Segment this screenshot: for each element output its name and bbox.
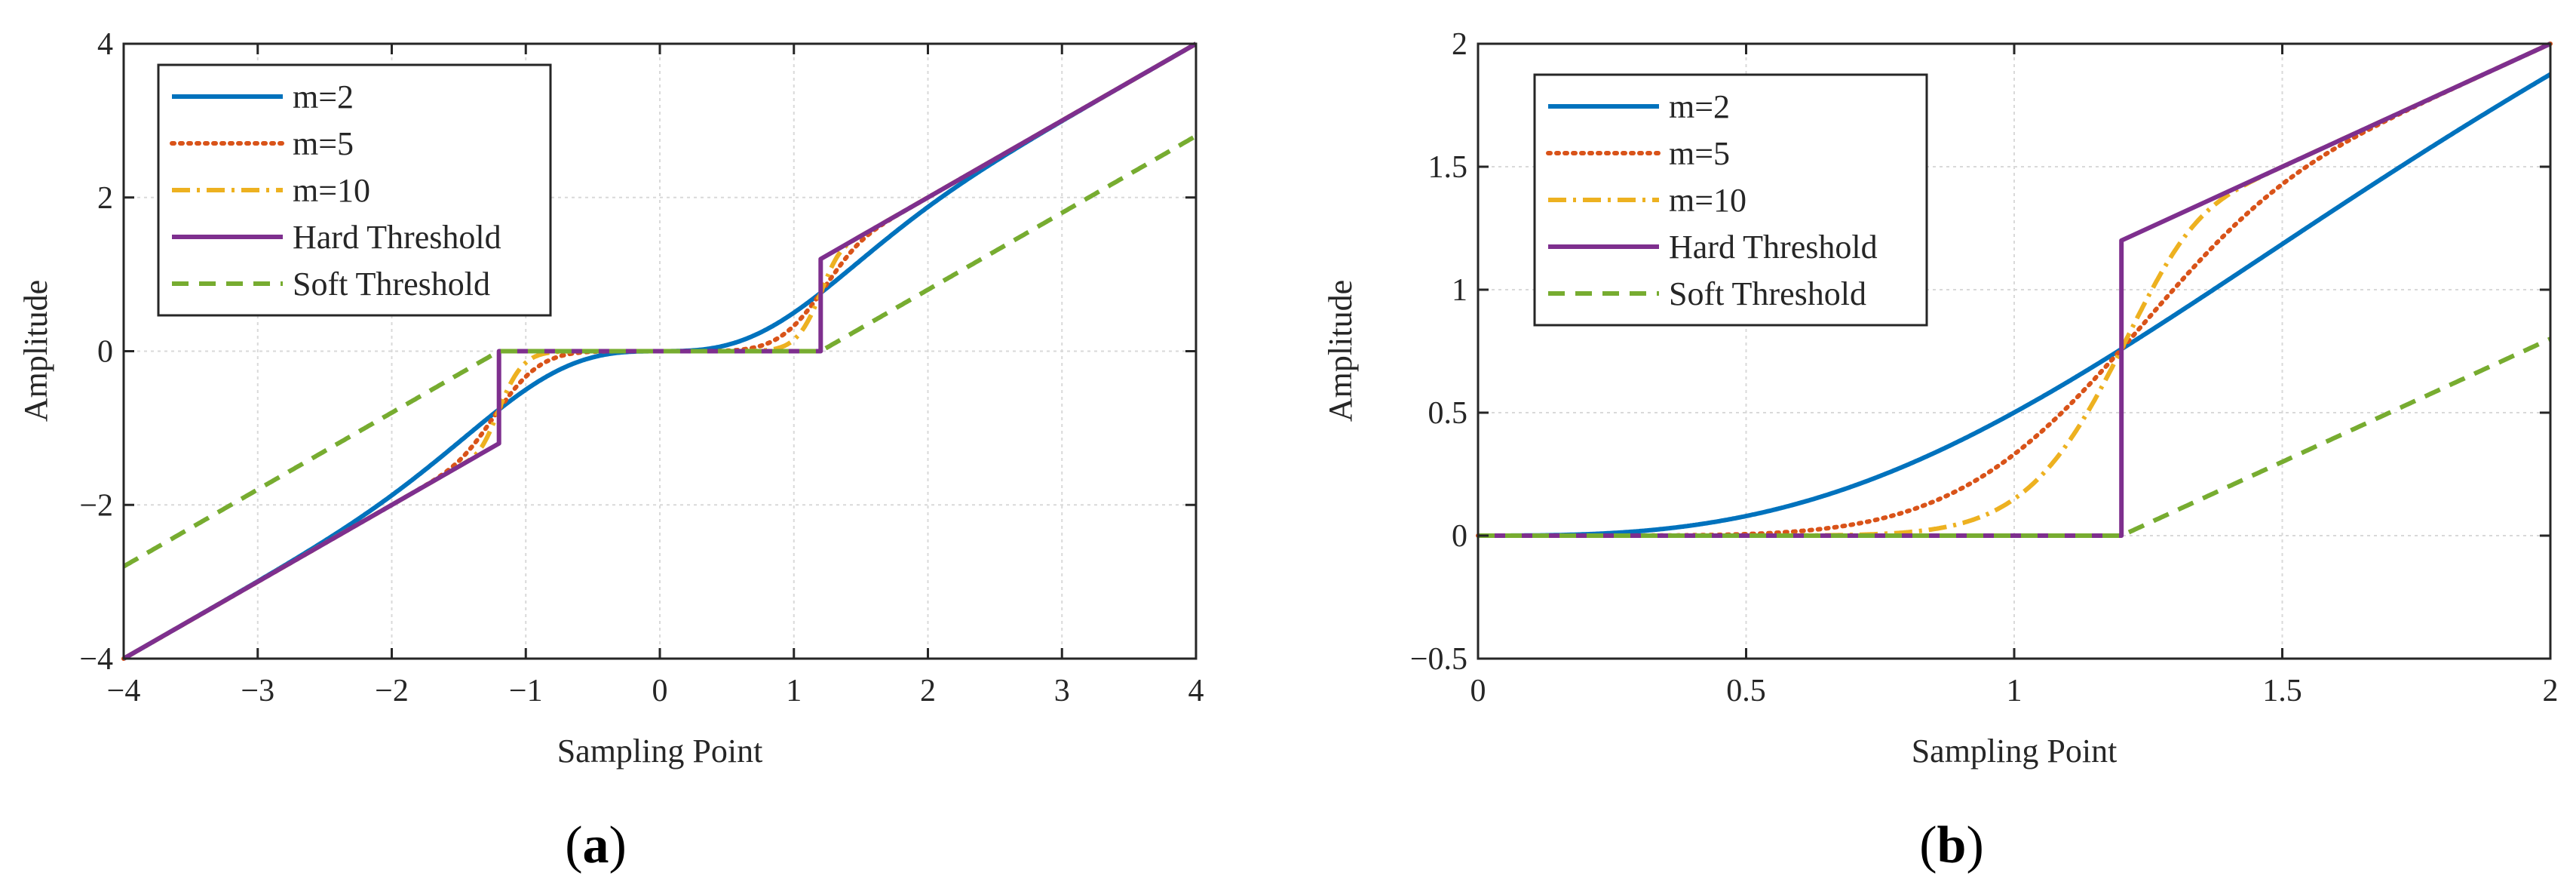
- y-tick-label: 0: [1452, 519, 1467, 554]
- ticks-b: 0 0.5 1 1.5 2−0.500.511.52: [1410, 27, 2559, 708]
- y-tick-label: −2: [79, 488, 113, 523]
- y-tick-label: 0.5: [1428, 396, 1468, 431]
- x-tick-label: 0: [652, 674, 668, 708]
- x-tick-label: −2: [375, 674, 409, 708]
- legend-b: m=2 m=5 m=10 Hard Threshold Soft Threshold: [1533, 73, 1928, 327]
- y-tick-label: 2: [97, 181, 113, 216]
- y-axis-label-b: Amplitude: [1322, 280, 1359, 422]
- series-line-soft-threshold: [1477, 336, 2552, 538]
- legend-label-a: Hard Threshold: [293, 219, 501, 256]
- panel-label-a: (a): [565, 816, 627, 874]
- series-line-m-2: [1477, 72, 2552, 538]
- legend-a: m=2 m=5 m=10 Hard Threshold Soft Threshold: [157, 63, 552, 317]
- y-tick-label: 1.5: [1428, 150, 1468, 185]
- x-tick-label: 1: [786, 674, 802, 708]
- x-tick-label: 1: [2007, 674, 2022, 708]
- series-line-hard-threshold: [1478, 41, 2552, 538]
- panel-letter-b: b: [1937, 816, 1967, 874]
- legend-label-a: m=2: [293, 78, 354, 115]
- y-tick-label: 2: [1452, 27, 1467, 62]
- x-tick-label: 0: [1470, 674, 1486, 708]
- legend-label-b: m=5: [1669, 135, 1730, 172]
- y-axis-label-a: Amplitude: [17, 280, 54, 422]
- x-tick-label: 4: [1188, 674, 1204, 708]
- series-lines-b: [1476, 41, 2553, 538]
- legend-label-b: Hard Threshold: [1669, 229, 1878, 266]
- legend-label-a: Soft Threshold: [293, 266, 490, 303]
- series-lines-a: [121, 41, 1198, 661]
- legend-label-b: m=10: [1669, 182, 1746, 219]
- y-tick-label: −0.5: [1410, 642, 1467, 677]
- legend-label-a: m=10: [293, 172, 370, 209]
- series-line-hard-threshold: [122, 41, 1198, 661]
- y-tick-label: −4: [79, 642, 113, 677]
- x-tick-label: −4: [107, 674, 141, 708]
- x-tick-label: 2: [920, 674, 936, 708]
- series-line-soft-threshold: [122, 134, 1198, 569]
- panel-letter-a: a: [583, 816, 609, 874]
- y-tick-label: 4: [97, 27, 113, 62]
- y-tick-label: 1: [1452, 273, 1467, 308]
- x-axis-label-b: Sampling Point: [1912, 733, 2118, 770]
- x-tick-label: 3: [1054, 674, 1070, 708]
- x-tick-label: 0.5: [1726, 674, 1766, 708]
- panel-a: −4 −3 −2 −1 0 1 2 3 4 −4 −2 0 2 4 Sampling Point Ampl…: [17, 27, 1204, 874]
- x-axis-label-a: Sampling Point: [557, 733, 763, 770]
- x-tick-label: 1.5: [2262, 674, 2302, 708]
- panel-b: 0 0.5 1 1.5 2−0.500.511.52 Sampling Point Am…: [1322, 27, 2559, 874]
- legend-label-b: Soft Threshold: [1669, 275, 1866, 312]
- ticks-a: −4 −3 −2 −1 0 1 2 3 4 −4 −2 0 2 4: [79, 27, 1204, 708]
- legend-label-b: m=2: [1669, 88, 1730, 125]
- y-tick-label: 0: [97, 335, 113, 370]
- x-tick-label: 2: [2543, 674, 2559, 708]
- x-tick-label: −3: [241, 674, 274, 708]
- x-tick-label: −1: [509, 674, 543, 708]
- legend-label-a: m=5: [293, 125, 354, 162]
- panel-label-b: (b): [1919, 816, 1984, 874]
